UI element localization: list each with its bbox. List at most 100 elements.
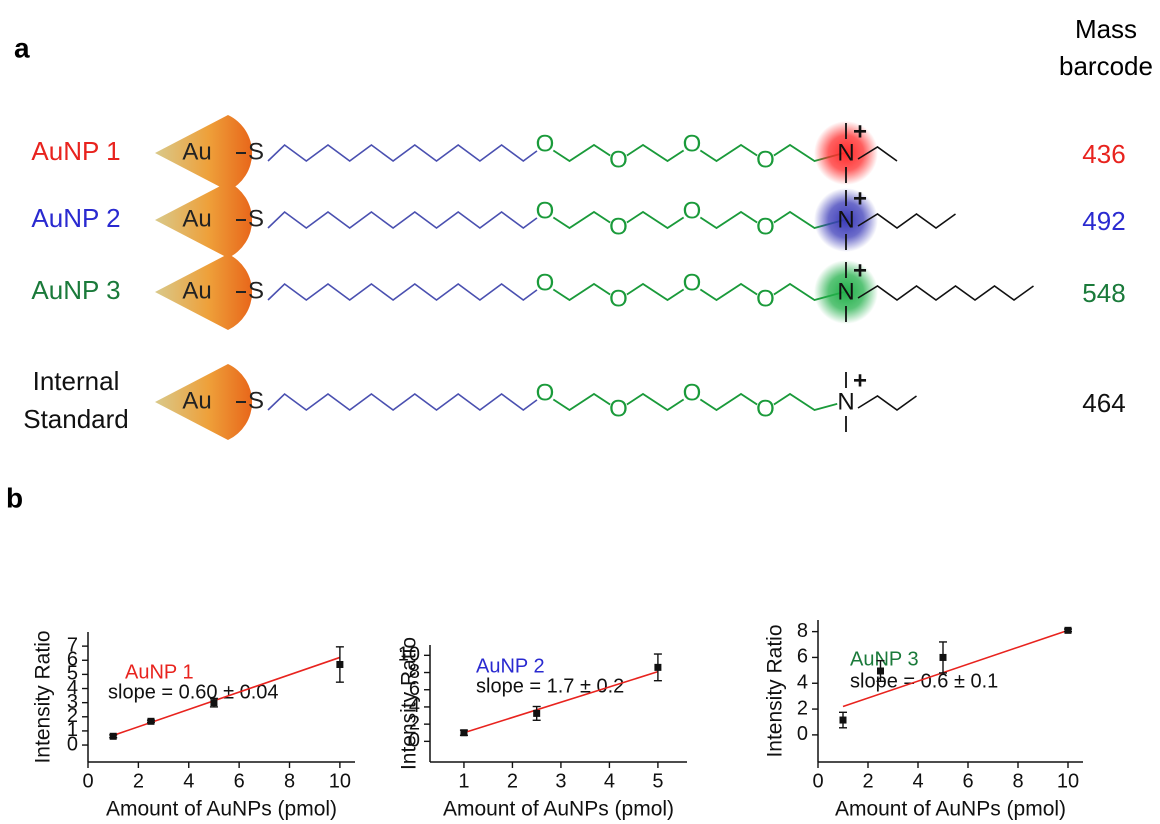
- header: barcode: [1059, 51, 1153, 81]
- atom-label: O: [756, 395, 775, 422]
- x-tick-label: 4: [183, 770, 194, 792]
- y-tick-label: 0: [797, 723, 808, 745]
- charge-glow: [814, 121, 878, 185]
- atom-label: O: [756, 285, 775, 312]
- oxygen-bg: [535, 202, 555, 222]
- x-tick-label: 8: [284, 770, 295, 792]
- fit-line: [463, 670, 659, 734]
- atom-label: Au: [182, 205, 211, 232]
- y-tick-label: 4: [409, 695, 420, 717]
- alkyl-chain: [267, 392, 546, 411]
- barcode: 436: [1082, 139, 1125, 169]
- x-tick-label: 10: [1057, 770, 1079, 792]
- oxygen-bg: [608, 400, 629, 420]
- x-tick-label: 10: [329, 770, 351, 792]
- charge-glow: [814, 260, 878, 324]
- alkyl-tail: [857, 395, 917, 411]
- x-axis-label: Amount of AuNPs (pmol): [835, 798, 1066, 821]
- x-tick-label: 6: [234, 770, 245, 792]
- row-label: Internal: [33, 366, 120, 396]
- charge: +: [853, 367, 867, 394]
- alkyl-tail: [857, 146, 898, 162]
- y-tick-label: 7: [67, 634, 78, 656]
- marker: [533, 709, 541, 717]
- x-tick-label: 0: [812, 770, 823, 792]
- chart-title: AuNP 3: [850, 648, 919, 670]
- y-tick-label: 2: [67, 705, 78, 727]
- y-tick-label: 8: [797, 620, 808, 642]
- y-axis-label: Intensity Ratio: [32, 630, 55, 763]
- marker: [336, 661, 344, 668]
- atom-label: O: [683, 269, 702, 296]
- oxygen-bg: [682, 135, 702, 155]
- charge-glow: [814, 188, 878, 252]
- alkyl-chain: [267, 210, 546, 229]
- y-tick-label: 0: [409, 730, 420, 752]
- alkyl-chain: [267, 282, 546, 301]
- y-tick-label: 8: [409, 661, 420, 683]
- atom-label: O: [683, 379, 702, 406]
- y-tick-label: 6: [67, 649, 78, 671]
- oxygen-bg: [755, 151, 776, 171]
- atom-label: O: [683, 130, 702, 157]
- alkyl-tail: [857, 213, 956, 229]
- barcode: 548: [1082, 278, 1125, 308]
- x-tick-label: 5: [652, 770, 663, 792]
- x-axis-label: Amount of AuNPs (pmol): [106, 798, 337, 821]
- y-tick-label: 2: [797, 697, 808, 719]
- atom-label: O: [536, 197, 555, 224]
- annotation: slope = 0.6 ± 0.1: [850, 670, 998, 692]
- atom-label: O: [609, 395, 628, 422]
- x-tick-label: 4: [912, 770, 923, 792]
- panel-label: a: [14, 32, 30, 63]
- atom-label: S: [248, 387, 264, 414]
- atom-label: O: [756, 146, 775, 173]
- marker: [460, 729, 468, 737]
- atom-label: O: [609, 146, 628, 173]
- atom-label: O: [683, 197, 702, 224]
- alkyl-chain: [267, 143, 546, 162]
- marker: [109, 732, 117, 740]
- atom-label: O: [536, 130, 555, 157]
- panel-label: b: [6, 482, 23, 513]
- gold-core: [155, 364, 253, 440]
- annotation: slope = 0.60 ± 0.04: [108, 681, 279, 703]
- annotation: slope = 1.7 ± 0.2: [476, 675, 624, 697]
- barcode: 464: [1082, 388, 1125, 418]
- x-tick-label: 6: [962, 770, 973, 792]
- atom-label: S: [248, 138, 264, 165]
- y-tick-label: 3: [67, 691, 78, 713]
- marker: [654, 663, 662, 671]
- x-axis-label: Amount of AuNPs (pmol): [443, 798, 674, 821]
- atom-label: O: [536, 379, 555, 406]
- oxygen-bg: [608, 290, 629, 310]
- oxygen-bg: [535, 135, 555, 155]
- x-tick-label: 2: [507, 770, 518, 792]
- oxygen-bg: [682, 202, 702, 222]
- oxygen-bg: [608, 218, 629, 238]
- x-tick-label: 2: [862, 770, 873, 792]
- atom-label: N: [837, 206, 854, 233]
- oxygen-bg: [755, 290, 776, 310]
- marker: [839, 716, 847, 724]
- y-tick-label: 4: [797, 672, 808, 694]
- x-tick-label: 4: [604, 770, 615, 792]
- y-tick-label: 2: [409, 712, 420, 734]
- header: Mass: [1075, 14, 1137, 44]
- atom-label: S: [248, 205, 264, 232]
- x-tick-label: 3: [555, 770, 566, 792]
- x-tick-label: 2: [133, 770, 144, 792]
- gold-core: [155, 182, 253, 258]
- charge: +: [853, 257, 867, 284]
- row-label: AuNP 2: [31, 203, 120, 233]
- alkyl-tail: [857, 285, 1034, 301]
- oxygen-bg: [755, 218, 776, 238]
- atom-label: S: [248, 277, 264, 304]
- gold-core: [155, 115, 253, 191]
- x-tick-label: 1: [458, 770, 469, 792]
- atom-label: Au: [182, 138, 211, 165]
- chart-title: AuNP 1: [125, 661, 194, 683]
- row-label: AuNP 3: [31, 275, 120, 305]
- marker: [939, 653, 947, 661]
